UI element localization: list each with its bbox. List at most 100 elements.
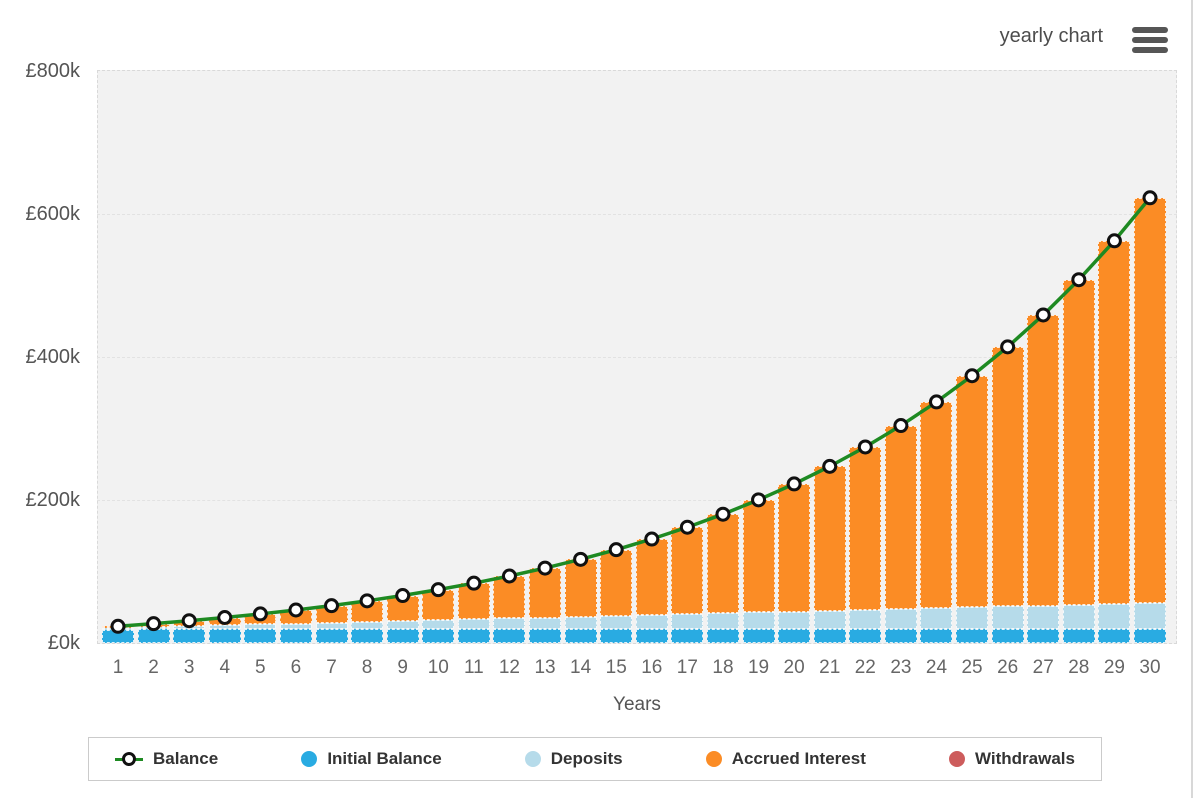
balance-marker-year-20[interactable] bbox=[786, 476, 802, 492]
bar-year-14[interactable] bbox=[564, 559, 597, 643]
balance-marker-year-2[interactable] bbox=[146, 616, 162, 632]
balance-marker-year-29[interactable] bbox=[1106, 233, 1122, 249]
bar-year-29[interactable] bbox=[1098, 240, 1131, 643]
chart-menu-button[interactable] bbox=[1130, 24, 1170, 56]
bar-year-10[interactable] bbox=[422, 589, 455, 643]
bar-year-20[interactable] bbox=[778, 483, 811, 643]
y-axis-tick-label: £0k bbox=[47, 632, 80, 654]
bar-year-30[interactable] bbox=[1133, 197, 1166, 643]
balance-marker-year-11[interactable] bbox=[466, 575, 482, 591]
balance-marker-year-18[interactable] bbox=[715, 506, 731, 522]
bar-year-19[interactable] bbox=[742, 499, 775, 643]
x-axis-tick-label: 4 bbox=[219, 657, 231, 678]
balance-marker-year-3[interactable] bbox=[181, 613, 197, 629]
x-axis-tick-label: 24 bbox=[925, 657, 948, 678]
bar-segment-initial-balance bbox=[1062, 628, 1095, 643]
balance-marker-year-23[interactable] bbox=[893, 418, 909, 434]
bar-year-27[interactable] bbox=[1027, 314, 1060, 643]
bar-segment-deposits bbox=[493, 618, 526, 629]
x-axis-tick-label: 26 bbox=[997, 657, 1019, 678]
bar-year-17[interactable] bbox=[671, 527, 704, 643]
hamburger-icon bbox=[1132, 47, 1168, 53]
bar-segment-initial-balance bbox=[422, 628, 455, 643]
balance-marker-year-22[interactable] bbox=[857, 439, 873, 455]
balance-marker-year-5[interactable] bbox=[252, 606, 268, 622]
x-axis-tick-label: 8 bbox=[361, 657, 373, 678]
bar-segment-initial-balance bbox=[1027, 628, 1060, 643]
bar-year-23[interactable] bbox=[884, 425, 917, 643]
bar-segment-deposits bbox=[1062, 604, 1095, 629]
x-axis-tick-label: 9 bbox=[397, 657, 408, 678]
hamburger-icon bbox=[1132, 37, 1168, 43]
balance-marker-year-12[interactable] bbox=[501, 568, 517, 584]
x-axis-tick-label: 3 bbox=[183, 657, 195, 678]
balance-marker-year-17[interactable] bbox=[679, 519, 695, 535]
bar-year-21[interactable] bbox=[813, 466, 846, 643]
bar-segment-deposits bbox=[1027, 605, 1060, 629]
x-axis-tick-label: 28 bbox=[1068, 657, 1090, 678]
bar-segment-accrued-interest bbox=[1133, 197, 1166, 603]
bar-segment-accrued-interest bbox=[671, 527, 704, 615]
bar-segment-accrued-interest bbox=[956, 375, 989, 608]
balance-marker-year-1[interactable] bbox=[110, 618, 126, 634]
bar-segment-initial-balance bbox=[208, 628, 241, 643]
bar-segment-initial-balance bbox=[884, 628, 917, 643]
bar-year-16[interactable] bbox=[635, 539, 668, 643]
balance-marker-year-30[interactable] bbox=[1142, 190, 1158, 206]
x-axis-tick-label: 16 bbox=[641, 657, 663, 678]
balance-marker-year-26[interactable] bbox=[1000, 339, 1016, 355]
bar-segment-initial-balance bbox=[600, 628, 633, 643]
balance-marker-year-8[interactable] bbox=[359, 593, 375, 609]
bar-segment-deposits bbox=[991, 606, 1024, 629]
bar-segment-accrued-interest bbox=[920, 401, 953, 609]
balance-marker-year-27[interactable] bbox=[1035, 307, 1051, 323]
bar-year-28[interactable] bbox=[1062, 279, 1095, 643]
x-axis-tick-label: 14 bbox=[570, 657, 592, 678]
bar-segment-deposits bbox=[386, 620, 419, 629]
balance-marker-year-4[interactable] bbox=[217, 610, 233, 626]
balance-marker-year-21[interactable] bbox=[822, 458, 838, 474]
bar-year-22[interactable] bbox=[849, 446, 882, 643]
balance-marker-year-6[interactable] bbox=[288, 602, 304, 618]
y-axis-tick-label: £600k bbox=[25, 203, 81, 225]
balance-marker-year-16[interactable] bbox=[644, 531, 660, 547]
balance-marker-year-15[interactable] bbox=[608, 542, 624, 558]
bar-segment-deposits bbox=[813, 610, 846, 629]
bar-year-15[interactable] bbox=[600, 549, 633, 643]
legend-item-withdrawals: Withdrawals bbox=[949, 749, 1075, 769]
legend-item-balance: Balance bbox=[115, 749, 218, 769]
bar-year-13[interactable] bbox=[529, 568, 562, 643]
x-axis-tick-label: 20 bbox=[783, 657, 805, 678]
bar-year-12[interactable] bbox=[493, 576, 526, 643]
balance-marker-year-24[interactable] bbox=[928, 394, 944, 410]
bar-segment-deposits bbox=[742, 612, 775, 629]
x-axis-tick-label: 18 bbox=[712, 657, 734, 678]
legend-item-label: Withdrawals bbox=[975, 749, 1075, 768]
bar-segment-deposits bbox=[956, 607, 989, 629]
balance-marker-year-9[interactable] bbox=[395, 588, 411, 604]
bar-segment-deposits bbox=[529, 617, 562, 629]
balance-marker-year-28[interactable] bbox=[1071, 272, 1087, 288]
balance-marker-year-14[interactable] bbox=[573, 551, 589, 567]
balance-marker-year-19[interactable] bbox=[751, 492, 767, 508]
bar-segment-accrued-interest bbox=[706, 514, 739, 614]
bar-segment-deposits bbox=[422, 620, 455, 629]
bar-segment-accrued-interest bbox=[1027, 314, 1060, 606]
balance-marker-year-13[interactable] bbox=[537, 560, 553, 576]
legend-item-accrued-interest: Accrued Interest bbox=[705, 749, 866, 769]
legend-color-dot-icon bbox=[949, 751, 965, 767]
bar-segment-initial-balance bbox=[671, 628, 704, 643]
bar-year-26[interactable] bbox=[991, 346, 1024, 643]
bar-segment-initial-balance bbox=[635, 628, 668, 643]
bar-year-18[interactable] bbox=[706, 514, 739, 643]
balance-marker-year-25[interactable] bbox=[964, 368, 980, 384]
balance-marker-year-7[interactable] bbox=[324, 598, 340, 614]
balance-marker-year-10[interactable] bbox=[430, 582, 446, 598]
x-axis-tick-label: 19 bbox=[747, 657, 770, 678]
bar-year-24[interactable] bbox=[920, 401, 953, 643]
x-axis-tick-label: 7 bbox=[326, 657, 337, 678]
x-axis-tick-label: 12 bbox=[498, 657, 520, 678]
bar-year-25[interactable] bbox=[956, 375, 989, 643]
bar-segment-initial-balance bbox=[920, 628, 953, 643]
bar-year-11[interactable] bbox=[457, 583, 490, 643]
